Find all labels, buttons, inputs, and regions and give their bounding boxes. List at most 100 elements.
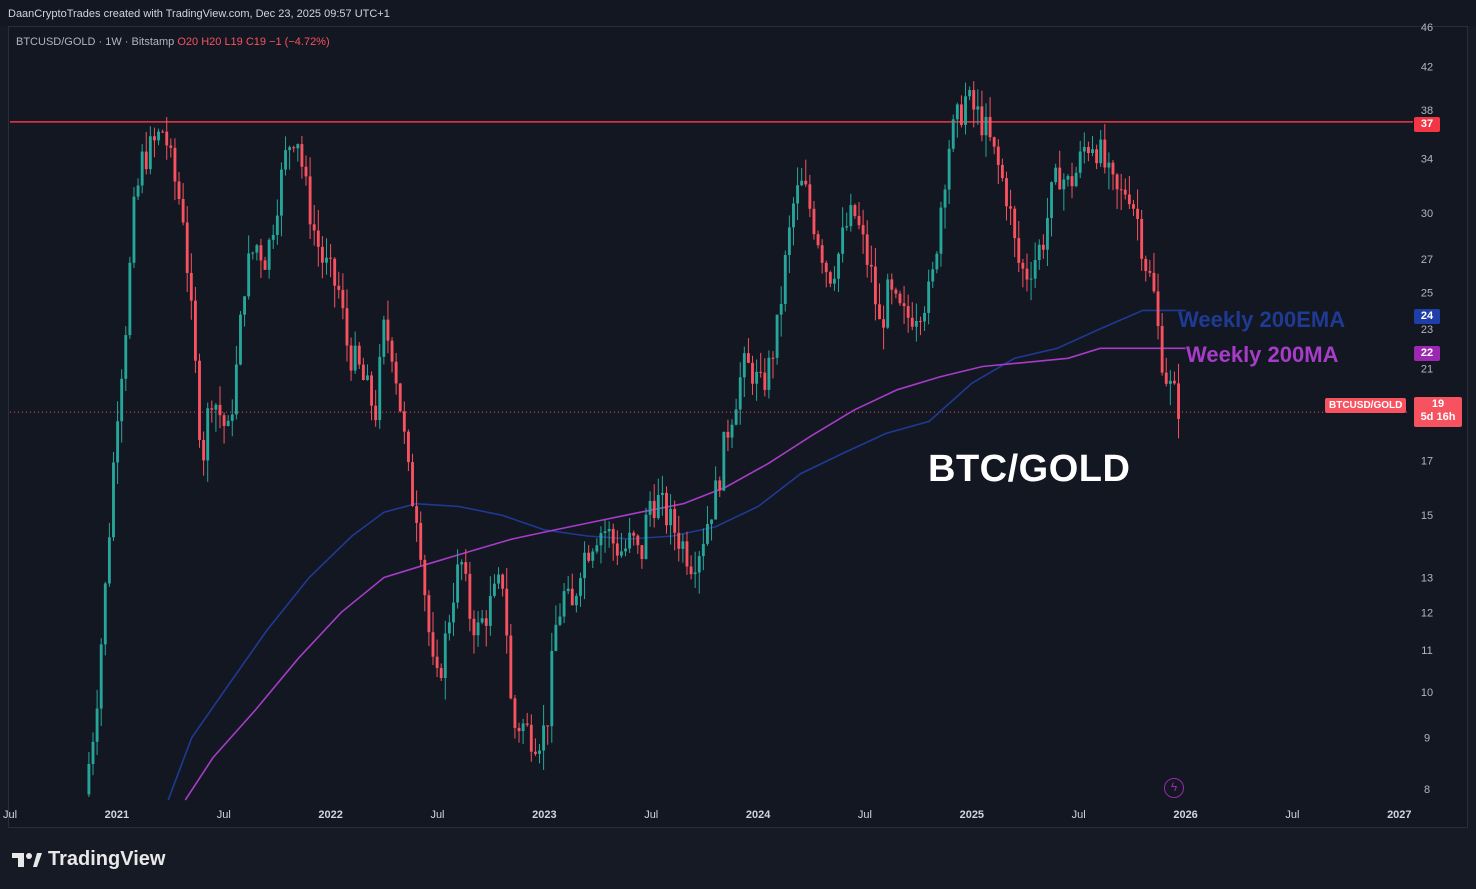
candle-body: [1062, 179, 1066, 190]
symbol-info: BTCUSD/GOLD · 1W · Bitstamp O20 H20 L19 …: [16, 36, 330, 48]
candle-body: [193, 300, 197, 361]
candle-body: [919, 321, 922, 323]
candle-body: [726, 431, 730, 438]
candle-body: [1127, 194, 1131, 205]
y-tick-label: 8: [1424, 784, 1430, 796]
x-tick-label: 2022: [318, 809, 342, 821]
candle-body: [914, 321, 918, 327]
candle-body: [1123, 189, 1127, 195]
tradingview-logo-text: TradingView: [48, 848, 166, 870]
y-tick-label: 25: [1421, 288, 1433, 300]
candle-body: [972, 90, 976, 110]
candle-body: [730, 424, 734, 438]
candle-body: [136, 185, 140, 197]
candle-body: [169, 145, 173, 148]
candle-body: [1046, 217, 1049, 250]
candle-body: [415, 506, 419, 523]
symbol-price-tag: BTCUSD/GOLD: [1325, 398, 1407, 413]
ma-price-tag: 22: [1414, 346, 1440, 361]
candle-body: [353, 345, 357, 371]
tradingview-logo-icon: [12, 852, 42, 867]
candle-body: [910, 317, 914, 327]
candle-body: [959, 104, 963, 125]
candle-body: [804, 180, 808, 185]
candle-body: [566, 588, 570, 592]
candle-body: [1050, 182, 1053, 218]
candle-body: [296, 144, 300, 149]
candle-body: [120, 378, 124, 422]
candle-body: [329, 257, 333, 259]
candle-body: [263, 260, 267, 270]
candle-body: [202, 439, 206, 461]
candle-body: [1041, 244, 1045, 250]
candle-body: [685, 541, 689, 567]
bar-countdown: 5d 16h: [1420, 411, 1456, 423]
candle-body: [951, 119, 955, 149]
candle-body: [493, 583, 496, 596]
candle-body: [234, 364, 238, 415]
last-price-tag: 19 5d 16h: [1414, 397, 1462, 427]
candle-body: [898, 293, 902, 304]
tradingview-logo[interactable]: TradingView: [12, 848, 165, 871]
candle-body: [845, 226, 849, 228]
candle-body: [460, 562, 464, 565]
candle-body: [574, 595, 578, 606]
candle-body: [206, 408, 210, 461]
candle-body: [374, 405, 378, 421]
candle-body: [1099, 139, 1103, 164]
candle-body: [767, 357, 771, 390]
candle-body: [447, 622, 451, 634]
candle-body: [488, 595, 492, 626]
candle-body: [746, 353, 750, 363]
candle-body: [173, 147, 177, 182]
candle-body: [349, 345, 353, 371]
candle-body: [198, 360, 201, 440]
candle-body: [333, 258, 337, 286]
candle-body: [943, 189, 947, 208]
x-tick-label: Jul: [1285, 809, 1299, 821]
y-tick-label: 27: [1421, 254, 1433, 266]
candle-body: [841, 227, 845, 254]
candle-body: [132, 196, 136, 263]
candle-body: [366, 375, 369, 380]
candle-body: [292, 147, 296, 149]
candle-body: [947, 148, 951, 190]
candle-body: [865, 234, 869, 265]
candle-body: [271, 234, 275, 240]
candle-body: [112, 462, 115, 538]
candle-body: [906, 306, 910, 318]
candle-body: [1009, 206, 1013, 209]
lightning-icon[interactable]: ϟ: [1164, 778, 1184, 798]
chart-panel[interactable]: [8, 26, 1468, 828]
candle-body: [796, 185, 800, 204]
candle-body: [742, 353, 746, 378]
candle-body: [116, 421, 120, 463]
candle-body: [722, 431, 726, 491]
candle-body: [923, 312, 926, 322]
candle-body: [579, 578, 582, 596]
candle-body: [316, 230, 320, 247]
candle-body: [697, 556, 701, 573]
x-tick-label: 2026: [1173, 809, 1197, 821]
candle-body: [599, 532, 603, 546]
candle-body: [341, 289, 345, 309]
candle-body: [591, 551, 595, 561]
candle-body: [853, 205, 857, 217]
candle-body: [714, 480, 718, 520]
y-tick-label: 30: [1421, 208, 1433, 220]
candle-body: [1164, 372, 1168, 384]
candle-body: [787, 227, 791, 255]
y-tick-label: 23: [1421, 324, 1433, 336]
chart-title: BTC/GOLD: [928, 448, 1131, 490]
candle-body: [1029, 278, 1033, 280]
y-tick-label: 38: [1421, 105, 1433, 117]
candle-body: [570, 588, 574, 606]
y-tick-label: 9: [1424, 733, 1430, 745]
x-tick-label: 2025: [960, 809, 984, 821]
candle-body: [603, 531, 607, 533]
candle-body: [976, 106, 980, 110]
symbol-name[interactable]: BTCUSD/GOLD · 1W · Bitstamp: [16, 36, 175, 48]
candle-body: [665, 492, 668, 526]
candle-body: [1037, 244, 1041, 260]
